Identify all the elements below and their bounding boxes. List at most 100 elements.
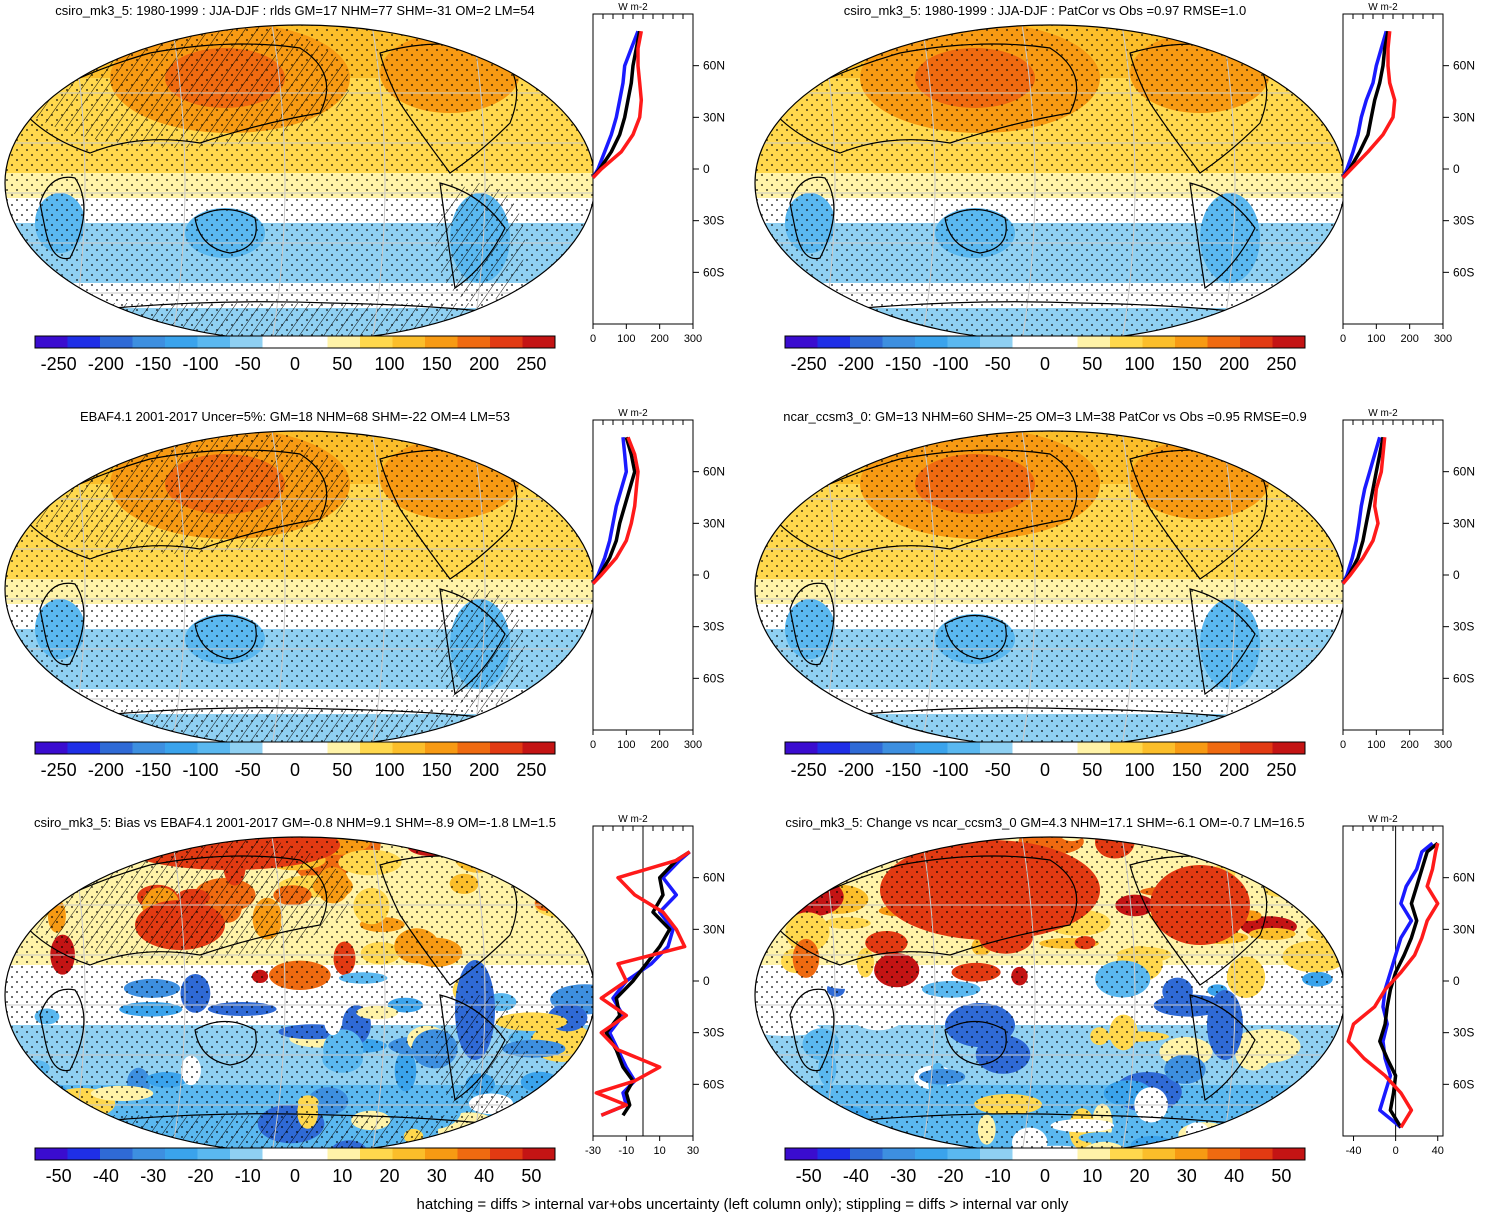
colorbar-swatch [1175,1148,1208,1160]
colorbar-tick-label: -100 [932,760,968,780]
colorbar-tick-label: 0 [1040,760,1050,780]
zonal-profile: W m-2 -40 0 40 60N 30N 0 30S 60S [1343,814,1475,1157]
colorbar-swatch [1110,336,1143,348]
colorbar-swatch [1110,742,1143,754]
colorbar-swatch [198,1148,231,1160]
colorbar-swatch [1208,1148,1241,1160]
colorbar-swatch [915,336,948,348]
colorbar-tick-label: -20 [187,1166,213,1186]
colorbar-tick-label: 50 [1082,354,1102,374]
profile-x-tick-label: -10 [618,1145,634,1157]
zonal-profile: W m-2 0 100 200 300 60N 30N 0 30S 60S [1340,408,1475,751]
colorbar-tick-label: 250 [516,760,546,780]
profile-lat-label: 60S [1453,1077,1474,1091]
colorbar-swatch [1273,1148,1306,1160]
colorbar-tick-label: -250 [791,760,827,780]
map-field [0,419,600,759]
colorbar-swatch [948,336,981,348]
colorbar-swatch [1013,742,1046,754]
colorbar-tick-label: 50 [1082,760,1102,780]
profile-x-tick-label: 300 [1434,333,1452,345]
profile-units-label: W m-2 [618,2,648,13]
colorbar-tick-label: -200 [88,354,124,374]
colorbar-tick-label: 50 [1271,1166,1291,1186]
colorbar-swatch [948,1148,981,1160]
profile-lat-label: 0 [703,568,710,582]
colorbar-tick-label: -200 [838,760,874,780]
profile-lat-label: 0 [1453,568,1460,582]
colorbar-tick-label: -100 [182,354,218,374]
colorbar-swatch [1143,742,1176,754]
profile-x-tick-label: 300 [1434,739,1452,751]
colorbar: -250 -200 -150 -100 -50 0 50 100 150 200 250 [785,742,1306,780]
colorbar-swatch [1143,336,1176,348]
diff-patch [512,1103,573,1127]
profile-x-tick-label: 10 [654,1145,666,1157]
colorbar-swatch [1045,336,1078,348]
panel-title: ncar_ccsm3_0: GM=13 NHM=60 SHM=-25 OM=3 … [783,409,1306,424]
diff-patch [3,878,49,919]
profile-lat-label: 30S [1453,620,1474,634]
profile-frame [1343,420,1443,730]
colorbar-swatch [1110,1148,1143,1160]
profile-x-tick-label: 30 [687,1145,699,1157]
diff-patch [1283,858,1348,879]
colorbar-tick-label: 40 [474,1166,494,1186]
profile-lat-label: 60N [1453,871,1475,885]
colorbar-tick-label: 200 [469,354,499,374]
profile-x-tick-label: 100 [617,333,635,345]
profile-lat-label: 60N [1453,59,1475,73]
diff-patch [8,1114,65,1148]
colorbar-swatch [295,742,328,754]
colorbar: -250 -200 -150 -100 -50 0 50 100 150 200 250 [785,336,1306,374]
profile-lat-label: 30S [1453,1026,1474,1040]
colorbar-swatch [1175,336,1208,348]
zonal-profile: W m-2 0 100 200 300 60N 30N 0 30S 60S [1340,2,1475,345]
map-field [726,807,1374,1174]
diff-patch [760,896,786,919]
profile-lat-label: 30N [1453,110,1475,124]
colorbar-swatch [980,742,1013,754]
colorbar-swatch [948,742,981,754]
profile-lat-label: 30S [703,620,724,634]
colorbar-tick-label: 30 [1177,1166,1197,1186]
colorbar-tick-label: -10 [985,1166,1011,1186]
profile-lat-label: 60N [1453,465,1475,479]
colorbar-swatch [1078,742,1111,754]
diff-patch [1,1116,41,1128]
colorbar-swatch [458,1148,491,1160]
colorbar-swatch [818,1148,851,1160]
colorbar-tick-label: 0 [290,1166,300,1186]
profile-lat-label: 0 [703,162,710,176]
colorbar-swatch [100,742,133,754]
profile-x-tick-label: 200 [1400,739,1418,751]
colorbar-swatch [360,1148,393,1160]
colorbar-swatch [68,742,101,754]
profile-x-tick-label: 100 [1367,739,1385,751]
colorbar-swatch [883,742,916,754]
diff-patch [15,828,76,848]
diff-patch [557,1081,577,1103]
footer-caption: hatching = diffs > internal var+obs unce… [0,1196,1485,1213]
diff-patch [747,937,763,961]
colorbar-swatch [523,1148,556,1160]
profile-x-tick-label: 100 [617,739,635,751]
profile-x-tick-label: 300 [684,333,702,345]
colorbar-tick-label: 50 [521,1166,541,1186]
colorbar-swatch [198,742,231,754]
profile-lat-label: 30N [703,922,725,936]
colorbar-swatch [133,1148,166,1160]
colorbar-tick-label: -250 [791,354,827,374]
map [726,807,1374,1174]
panel-title: csiro_mk3_5: Bias vs EBAF4.1 2001-2017 G… [34,815,556,830]
colorbar-swatch [68,1148,101,1160]
colorbar-swatch [850,1148,883,1160]
panel-p3: EBAF4.1 2001-2017 Uncer=5%: GM=18 NHM=68… [0,408,725,780]
colorbar-swatch [165,742,198,754]
colorbar-swatch [850,742,883,754]
profile-lat-label: 60S [703,265,724,279]
colorbar-swatch [1013,336,1046,348]
colorbar-swatch [393,742,426,754]
colorbar-swatch [425,1148,458,1160]
map [750,13,1350,353]
